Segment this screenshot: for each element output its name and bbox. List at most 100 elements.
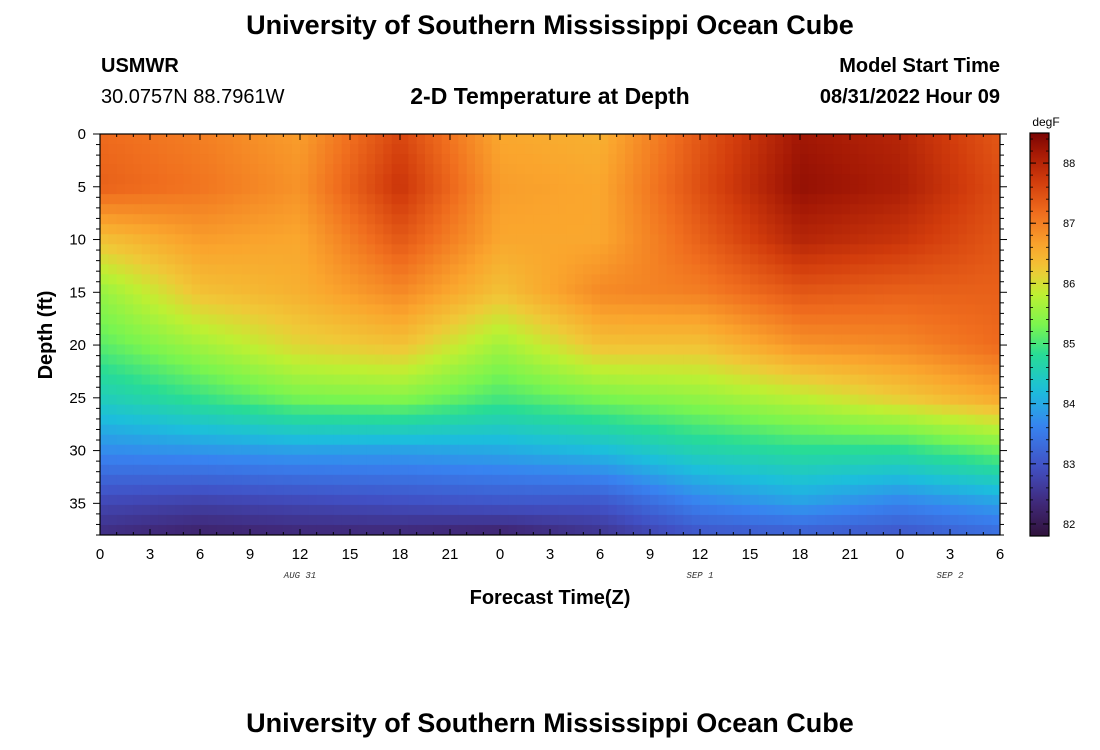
heatmap-cell (650, 264, 659, 275)
heatmap-cell (966, 134, 976, 145)
heatmap-cell (583, 164, 593, 175)
heatmap-cell (908, 344, 918, 356)
heatmap-cell (208, 194, 218, 205)
heatmap-cell (500, 354, 509, 366)
heatmap-cell (550, 464, 559, 476)
heatmap-cell (766, 334, 776, 346)
heatmap-cell (125, 354, 134, 366)
heatmap-cell (625, 194, 634, 205)
heatmap-cell (608, 424, 618, 436)
heatmap-cell (916, 274, 926, 285)
footer-title: University of Southern Mississippi Ocean… (246, 708, 854, 738)
heatmap-cell (391, 144, 401, 155)
heatmap-cell (325, 324, 334, 336)
heatmap-cell (591, 194, 601, 205)
heatmap-cell (400, 164, 409, 175)
heatmap-cell (175, 144, 184, 155)
heatmap-cell (258, 434, 268, 446)
heatmap-cell (758, 424, 768, 436)
heatmap-cell (225, 174, 234, 185)
heatmap-cell (650, 374, 659, 386)
heatmap-cell (825, 294, 834, 306)
heatmap-cell (741, 234, 751, 245)
heatmap-cell (758, 224, 768, 235)
heatmap-cell (716, 354, 726, 366)
heatmap-cell (841, 444, 851, 456)
heatmap-cell (483, 204, 493, 215)
heatmap-cell (333, 254, 343, 265)
heatmap-cell (391, 374, 401, 386)
heatmap-cell (283, 414, 293, 426)
heatmap-cell (850, 164, 859, 175)
x-tick-label: 18 (792, 546, 809, 563)
heatmap-cell (658, 314, 668, 326)
heatmap-cell (341, 224, 351, 235)
heatmap-cell (633, 154, 643, 165)
heatmap-cell (533, 204, 543, 215)
heatmap-cell (966, 324, 976, 336)
heatmap-cell (775, 384, 784, 396)
heatmap-cell (975, 394, 984, 406)
heatmap-cell (108, 294, 118, 306)
heatmap-cell (491, 244, 501, 255)
heatmap-cell (458, 324, 468, 336)
heatmap-cell (416, 154, 426, 165)
heatmap-cell (350, 444, 359, 456)
heatmap-cell (958, 374, 968, 386)
heatmap-cell (408, 524, 418, 535)
heatmap-cell (358, 484, 368, 496)
heatmap-cell (958, 384, 968, 396)
heatmap-cell (641, 374, 651, 386)
heatmap-cell (175, 424, 184, 436)
heatmap-cell (808, 174, 818, 185)
heatmap-cell (650, 224, 659, 235)
heatmap-cell (958, 294, 968, 306)
heatmap-cell (908, 444, 918, 456)
heatmap-cell (366, 174, 376, 185)
heatmap-cell (716, 434, 726, 446)
heatmap-cell (150, 464, 159, 476)
heatmap-cell (375, 244, 384, 255)
heatmap-cell (541, 504, 551, 516)
heatmap-cell (900, 164, 909, 175)
heatmap-cell (233, 374, 243, 386)
heatmap-cell (616, 274, 626, 285)
heatmap-cell (508, 434, 518, 446)
heatmap-cell (416, 134, 426, 145)
heatmap-cell (983, 464, 993, 476)
heatmap-cell (208, 384, 218, 396)
heatmap-cell (575, 164, 584, 175)
heatmap-cell (675, 504, 684, 516)
heatmap-cell (441, 374, 451, 386)
heatmap-cell (991, 394, 1000, 406)
heatmap-cell (475, 294, 484, 306)
heatmap-cell (425, 134, 434, 145)
heatmap-cell (683, 474, 693, 486)
heatmap-cell (175, 324, 184, 336)
heatmap-cell (175, 524, 184, 535)
heatmap-cell (383, 464, 393, 476)
heatmap-cell (466, 514, 476, 526)
heatmap-cell (450, 164, 459, 175)
heatmap-cell (125, 444, 134, 456)
heatmap-cell (408, 394, 418, 406)
heatmap-cell (966, 414, 976, 426)
heatmap-cell (341, 164, 351, 175)
heatmap-cell (633, 184, 643, 195)
heatmap-cell (475, 344, 484, 356)
heatmap-cell (716, 464, 726, 476)
heatmap-cell (241, 354, 251, 366)
heatmap-cell (775, 474, 784, 486)
heatmap-cell (425, 164, 434, 175)
heatmap-cell (283, 314, 293, 326)
heatmap-cell (608, 464, 618, 476)
heatmap-cell (125, 174, 134, 185)
heatmap-cell (483, 384, 493, 396)
heatmap-cell (950, 184, 959, 195)
heatmap-cell (275, 494, 284, 506)
heatmap-cell (916, 214, 926, 225)
heatmap-cell (450, 464, 459, 476)
heatmap-cell (483, 504, 493, 516)
heatmap-cell (516, 384, 526, 396)
heatmap-cell (216, 344, 226, 356)
